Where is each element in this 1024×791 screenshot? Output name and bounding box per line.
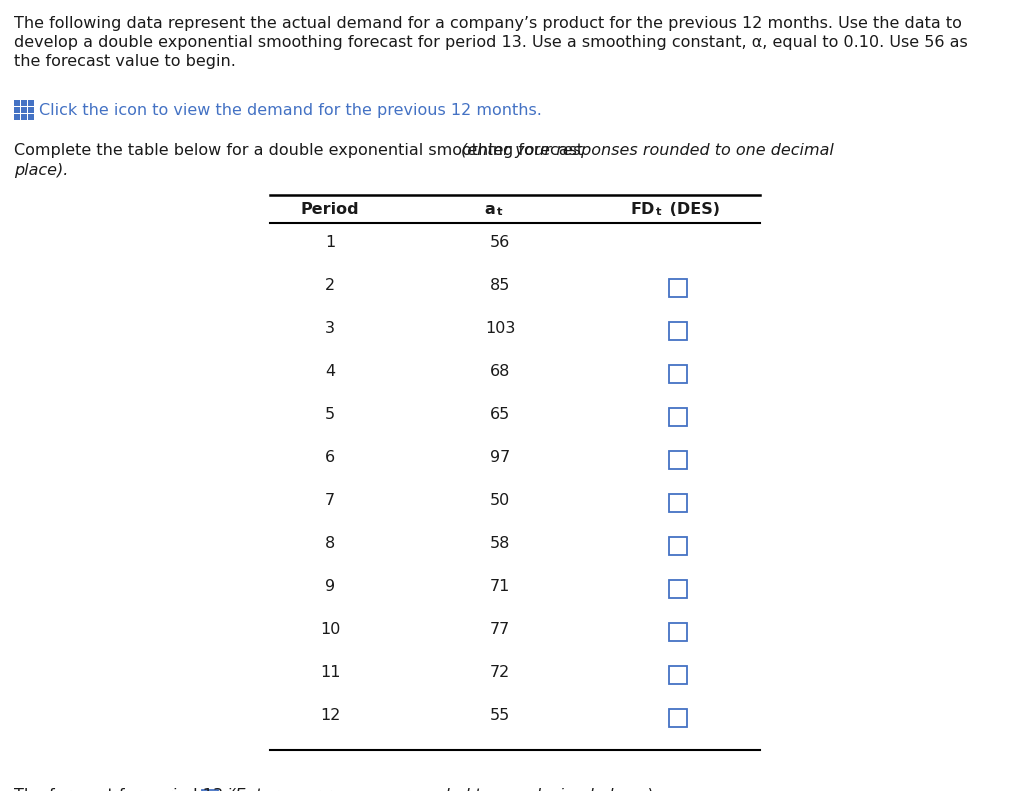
Bar (14, 107, 19, 112)
Text: (enter your responses rounded to one decimal: (enter your responses rounded to one dec… (461, 143, 834, 158)
FancyBboxPatch shape (669, 580, 687, 598)
Text: 71: 71 (489, 579, 510, 594)
FancyBboxPatch shape (669, 494, 687, 512)
Text: 2: 2 (325, 278, 335, 293)
Text: 58: 58 (489, 536, 510, 551)
Text: t: t (497, 207, 503, 217)
Text: place).: place). (14, 163, 69, 178)
Text: 68: 68 (489, 364, 510, 379)
Bar (14, 114, 19, 119)
FancyBboxPatch shape (669, 408, 687, 426)
FancyBboxPatch shape (669, 709, 687, 727)
Text: 4: 4 (325, 364, 335, 379)
Text: the forecast value to begin.: the forecast value to begin. (14, 54, 236, 69)
Text: Click the icon to view the demand for the previous 12 months.: Click the icon to view the demand for th… (39, 103, 542, 118)
Text: 56: 56 (489, 235, 510, 250)
FancyBboxPatch shape (669, 666, 687, 684)
Text: 12: 12 (319, 708, 340, 723)
Text: 50: 50 (489, 493, 510, 508)
FancyBboxPatch shape (669, 279, 687, 297)
Text: 10: 10 (319, 622, 340, 637)
Text: 65: 65 (489, 407, 510, 422)
FancyBboxPatch shape (669, 365, 687, 383)
Text: develop a double exponential smoothing forecast for period 13. Use a smoothing c: develop a double exponential smoothing f… (14, 35, 968, 50)
Text: 3: 3 (325, 321, 335, 336)
Text: 72: 72 (489, 665, 510, 680)
Text: The following data represent the actual demand for a company’s product for the p: The following data represent the actual … (14, 16, 962, 31)
Bar (28, 100, 34, 105)
Bar (28, 114, 34, 119)
Text: 103: 103 (484, 321, 515, 336)
FancyBboxPatch shape (669, 537, 687, 555)
Text: FD: FD (631, 202, 655, 217)
Text: Complete the table below for a double exponential smoothing forecast: Complete the table below for a double ex… (14, 143, 588, 158)
Text: 8: 8 (325, 536, 335, 551)
Text: 9: 9 (325, 579, 335, 594)
Text: 77: 77 (489, 622, 510, 637)
Text: (DES): (DES) (664, 202, 720, 217)
Bar (28, 107, 34, 112)
Text: t: t (656, 207, 662, 217)
Bar (22, 107, 27, 112)
Text: 85: 85 (489, 278, 510, 293)
Text: 7: 7 (325, 493, 335, 508)
Text: 11: 11 (319, 665, 340, 680)
Text: 5: 5 (325, 407, 335, 422)
Text: .: . (219, 788, 224, 791)
Text: 6: 6 (325, 450, 335, 465)
Text: a: a (484, 202, 495, 217)
FancyBboxPatch shape (669, 451, 687, 469)
FancyBboxPatch shape (669, 623, 687, 641)
FancyBboxPatch shape (669, 322, 687, 340)
FancyBboxPatch shape (202, 790, 218, 791)
Bar (22, 114, 27, 119)
Bar (14, 100, 19, 105)
Text: 1: 1 (325, 235, 335, 250)
Text: (Enter your response rounded to one decimal place.): (Enter your response rounded to one deci… (224, 788, 653, 791)
Text: Period: Period (301, 202, 359, 217)
Text: The forecast for period 13 is: The forecast for period 13 is (14, 788, 241, 791)
Text: 97: 97 (489, 450, 510, 465)
Bar (22, 100, 27, 105)
Text: 55: 55 (489, 708, 510, 723)
